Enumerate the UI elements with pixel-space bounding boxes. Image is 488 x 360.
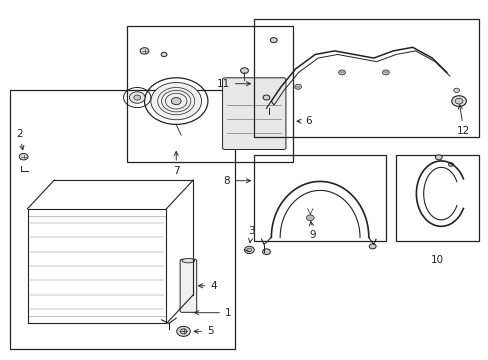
Circle shape [382, 70, 388, 75]
Circle shape [161, 52, 166, 57]
Circle shape [270, 38, 277, 42]
Bar [395, 155, 478, 241]
Text: 1: 1 [194, 308, 231, 318]
Text: 9: 9 [309, 221, 315, 240]
Text: 2: 2 [16, 129, 24, 150]
Circle shape [246, 248, 251, 252]
Circle shape [454, 98, 462, 104]
Text: 12: 12 [456, 105, 469, 136]
Text: 6: 6 [296, 116, 311, 126]
Circle shape [176, 326, 190, 336]
Circle shape [262, 249, 270, 255]
Circle shape [294, 84, 301, 89]
Circle shape [129, 92, 145, 103]
Circle shape [244, 246, 254, 253]
Bar [127, 26, 293, 162]
Text: 3: 3 [248, 226, 255, 243]
FancyBboxPatch shape [180, 259, 196, 312]
Circle shape [134, 95, 141, 100]
Text: 8: 8 [223, 176, 250, 186]
Text: 5: 5 [194, 326, 213, 336]
Bar [254, 155, 385, 241]
Circle shape [306, 215, 314, 221]
Bar [254, 19, 478, 137]
Circle shape [368, 244, 375, 249]
Circle shape [453, 88, 459, 93]
Text: 10: 10 [429, 255, 443, 265]
Circle shape [151, 82, 201, 120]
Circle shape [19, 153, 28, 160]
Circle shape [434, 155, 441, 160]
Circle shape [240, 68, 248, 73]
Circle shape [447, 163, 452, 166]
Bar [10, 90, 234, 348]
Text: 4: 4 [198, 281, 217, 291]
Ellipse shape [182, 258, 194, 263]
Circle shape [451, 96, 466, 107]
Circle shape [140, 48, 149, 54]
Circle shape [180, 329, 186, 334]
Text: 7: 7 [173, 152, 179, 176]
Circle shape [263, 95, 269, 100]
FancyBboxPatch shape [222, 78, 285, 149]
Circle shape [171, 98, 181, 105]
Text: 11: 11 [216, 79, 250, 89]
Circle shape [338, 70, 345, 75]
